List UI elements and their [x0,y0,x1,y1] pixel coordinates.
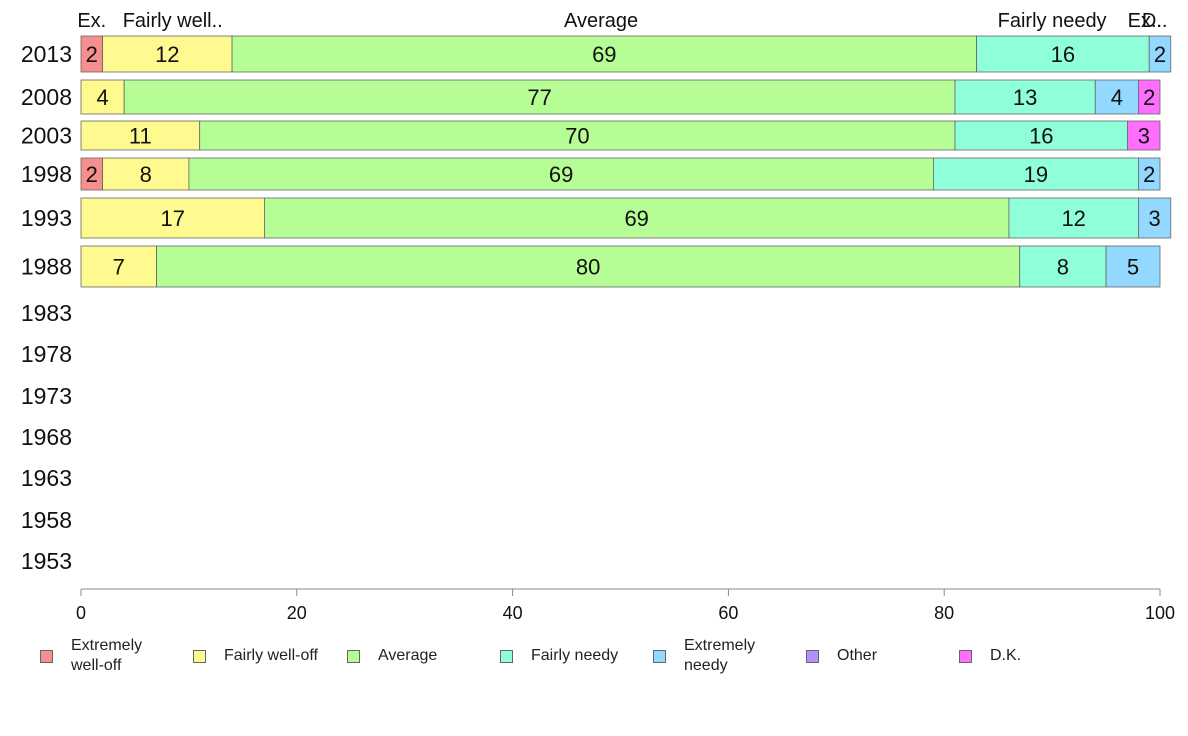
data-label: 69 [592,42,616,67]
legend-item-average: Average [347,646,437,666]
bar-segment [1019,245,1107,288]
legend-label: Extremely well-off [71,637,143,674]
y-tick-label: 1983 [21,300,72,326]
bar-segment [1148,35,1172,73]
y-tick-label: 1988 [21,254,72,280]
bar-segment [199,120,956,151]
bar-segment [1094,79,1139,115]
data-label: 8 [140,162,152,187]
legend-swatch [40,649,53,663]
legend: Extremely well-off Fairly well-off Avera… [40,636,1160,686]
legend-item-fairly-well-off: Fairly well-off [193,646,318,666]
y-tick-label: 1963 [21,465,72,491]
data-label: 13 [1013,85,1037,110]
bar-segment [954,79,1096,115]
bar-segment [123,79,956,115]
data-label: 16 [1029,124,1053,149]
bar-segment [80,197,265,239]
y-tick-label: 1953 [21,548,72,574]
data-label: 2 [1143,162,1155,187]
legend-item-extremely-well-off: Extremely well-off [40,636,142,676]
legend-label: Other [837,647,878,664]
data-label: 7 [113,255,125,280]
data-label: 16 [1051,42,1075,67]
y-tick-label: 2013 [21,41,72,67]
data-label: 19 [1024,162,1048,187]
data-label: 69 [624,206,648,231]
bar-segment [156,245,1021,288]
data-label: 77 [527,85,551,110]
x-tick-label: 60 [718,603,738,623]
y-tick-label: 1958 [21,507,72,533]
legend-label: D.K. [990,647,1022,664]
data-label: 3 [1148,206,1160,231]
data-label: 12 [1061,206,1085,231]
data-label: 2 [1143,85,1155,110]
legend-item-dk: D.K. [959,646,1021,666]
y-tick-label: 1968 [21,424,72,450]
bar-segment [1138,157,1161,191]
legend-item-fairly-needy: Fairly needy [500,646,618,666]
legend-swatch [193,649,206,663]
top-series-label: Average [564,10,638,32]
x-tick-label: 100 [1145,603,1175,623]
legend-item-extremely-needy: Extremely needy [653,636,755,676]
top-series-label: Fairly well.. [123,10,223,32]
bar-segment [1138,197,1172,239]
bar-segment [188,157,934,191]
legend-swatch [653,649,666,663]
top-series-label: Ex.. [1128,10,1162,32]
data-label: 8 [1057,255,1069,280]
legend-swatch [959,649,972,663]
x-tick-label: 0 [76,603,86,623]
bar-segment [1127,120,1161,151]
legend-swatch [500,649,513,663]
bar-segment [80,245,157,288]
y-tick-label: 1973 [21,383,72,409]
bar-segment [954,120,1129,151]
x-tick-label: 40 [503,603,523,623]
bar-segment [1138,79,1161,115]
data-label: 2 [86,162,98,187]
legend-label: Fairly well-off [224,647,318,664]
bar-segment [102,35,233,73]
bar-segment [1105,245,1161,288]
data-label: 3 [1138,124,1150,149]
bar-segment [80,120,201,151]
bar-segment [80,79,125,115]
data-label: 5 [1127,255,1139,280]
data-label: 11 [129,124,152,149]
data-label: 2 [86,42,98,67]
data-label: 80 [576,255,600,280]
top-series-label: D.. [1142,10,1168,32]
bar-segment [1008,197,1139,239]
legend-swatch [347,649,360,663]
y-tick-label: 2003 [21,123,72,149]
top-series-label: Ex. [77,10,106,32]
data-label: 12 [155,42,179,67]
top-series-label: Fairly needy [998,10,1107,32]
y-tick-label: 2008 [21,84,72,110]
x-tick-label: 20 [287,603,307,623]
y-tick-label: 1978 [21,341,72,367]
data-label: 17 [160,206,184,231]
bar-segment [102,157,190,191]
legend-label: Average [378,647,438,664]
data-label: 4 [1111,85,1123,110]
y-tick-label: 1993 [21,205,72,231]
bar-segment [933,157,1139,191]
data-label: 2 [1154,42,1166,67]
data-label: 70 [565,124,589,149]
x-tick-label: 80 [934,603,954,623]
bar-segment [976,35,1150,73]
legend-label: Fairly needy [531,647,619,664]
data-label: 69 [549,162,573,187]
data-label: 4 [96,85,108,110]
legend-item-other: Other [806,646,877,666]
legend-swatch [806,649,819,663]
y-tick-label: 1998 [21,161,72,187]
legend-label: Extremely needy [684,637,756,674]
bar-segment [231,35,977,73]
